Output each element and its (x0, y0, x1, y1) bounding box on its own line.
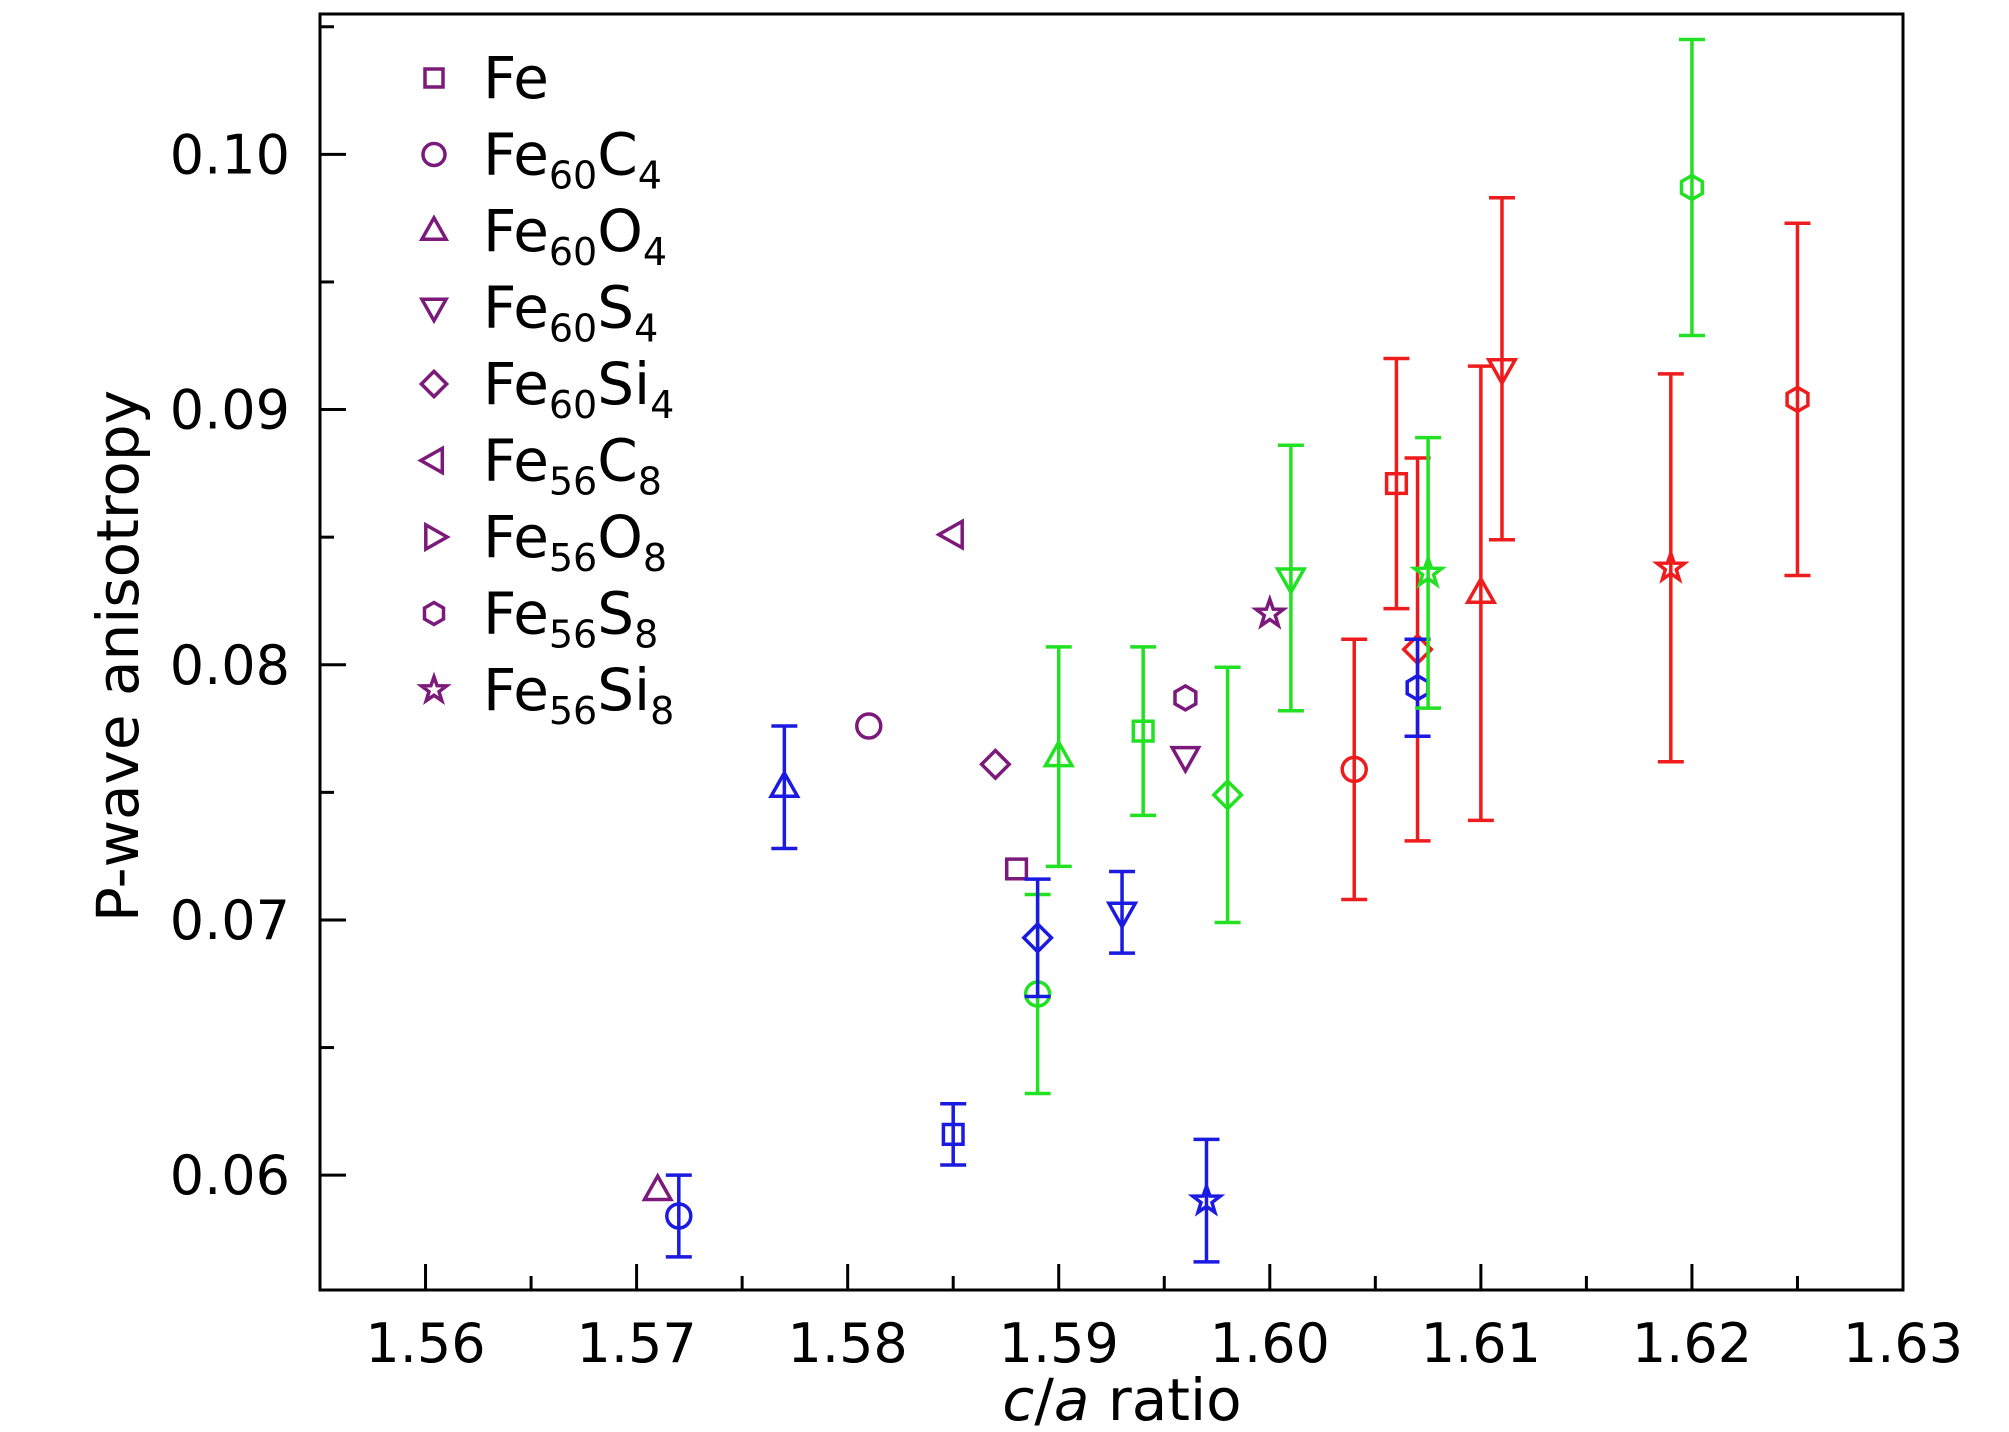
data-point-Fe60S4-red (1485, 357, 1519, 387)
data-point-Fe60S4-blue (1105, 901, 1139, 931)
legend-label: Fe56S8 (483, 580, 658, 657)
series-Fe60S4 (1105, 195, 1519, 955)
legend-label: Fe (483, 44, 549, 112)
data-point-Fe60C4-blue (665, 1202, 693, 1230)
data-point-Fe56S8-purple (1173, 683, 1198, 712)
y-tick-label: 0.06 (170, 1144, 290, 1207)
legend-marker (424, 521, 451, 553)
legend-label: Fe60O4 (483, 197, 667, 274)
x-axis-label: c/a ratio (1002, 1366, 1241, 1432)
legend-item-Fe: Fe (423, 44, 549, 112)
x-tick-label: 1.56 (365, 1312, 485, 1375)
x-tick-label: 1.59 (999, 1312, 1119, 1375)
data-point-Fe-red (1384, 471, 1409, 496)
series-Fe (940, 356, 1410, 1167)
legend-label: Fe56Si8 (483, 656, 674, 733)
legend-item-Fe60Si4: Fe60Si4 (418, 350, 674, 427)
legend-item-Fe56Si8: Fe56Si8 (416, 656, 674, 733)
series-Fe60O4 (641, 364, 1498, 1202)
y-tick-label: 0.08 (170, 634, 290, 697)
legend-marker (418, 297, 450, 325)
legend-item-Fe60C4: Fe60C4 (421, 121, 662, 198)
x-tick-label: 1.63 (1843, 1312, 1963, 1375)
legend-label: Fe60S4 (483, 274, 658, 351)
y-axis-label: P-wave anisotropy (84, 390, 152, 922)
legend-item-Fe60S4: Fe60S4 (418, 274, 658, 351)
axes: 1.56 1.57 1.58 1.59 1.60 1.61 1.62 1.63 0.06 0.07… (170, 12, 1963, 1375)
legend-item-Fe56C8: Fe56C8 (417, 427, 662, 504)
data-point-Fe56C8-purple (935, 518, 964, 551)
data-point-Fe60C4-red (1340, 755, 1368, 784)
legend-marker (423, 67, 445, 89)
y-tick-label: 0.07 (170, 889, 290, 952)
legend-item-Fe56O8: Fe56O8 (424, 503, 667, 580)
series-Fe60Si4 (979, 456, 1434, 999)
data-point-Fe60Si4-green (1211, 778, 1244, 812)
data-point-Fe60S4-green (1274, 567, 1308, 596)
data-point-Fe56Si8-green (1409, 553, 1447, 589)
data-point-Fe60S4-purple (1169, 745, 1202, 775)
legend-label: Fe60Si4 (483, 350, 674, 427)
data-point-Fe-green (1131, 719, 1155, 743)
series-Fe56Si8 (1187, 372, 1690, 1264)
x-tick-label: 1.62 (1632, 1312, 1752, 1375)
data-point-Fe60Si4-blue (1021, 921, 1054, 955)
legend-marker (422, 600, 446, 627)
legend-marker (418, 214, 450, 242)
series-Fe56S8 (1173, 37, 1811, 738)
data-point-Fe56Si8-purple (1251, 593, 1289, 630)
data-point-Fe-blue (941, 1122, 965, 1146)
x-tick-label: 1.58 (788, 1312, 908, 1375)
legend-label: Fe56C8 (483, 427, 662, 504)
data-point-Fe-purple (1004, 857, 1029, 881)
x-tick-label: 1.57 (576, 1312, 696, 1375)
legend-item-Fe60O4: Fe60O4 (418, 197, 667, 274)
data-point-Fe56Si8-blue (1187, 1181, 1226, 1217)
legend-marker (418, 368, 450, 400)
legend-marker (417, 445, 445, 476)
data-point-Fe56S8-red (1785, 385, 1810, 414)
plot-frame (318, 12, 1905, 1292)
legend-marker (421, 141, 447, 168)
y-tick-label: 0.09 (170, 379, 290, 442)
data-layer (641, 37, 1811, 1264)
data-point-Fe60C4-purple (855, 712, 883, 740)
series-Fe56C8 (935, 518, 964, 551)
data-point-Fe60O4-red (1464, 575, 1498, 605)
x-tick-label: 1.60 (1210, 1312, 1330, 1375)
legend-item-Fe56S8: Fe56S8 (422, 580, 658, 657)
y-tick-label: 0.10 (170, 123, 290, 186)
legend: FeFe60C4Fe60O4Fe60S4Fe60Si4Fe56C8Fe56O8F… (416, 44, 674, 733)
data-point-Fe60O4-blue (768, 769, 801, 799)
legend-marker (416, 671, 452, 706)
data-point-Fe60O4-purple (641, 1172, 674, 1202)
data-point-Fe56S8-green (1679, 173, 1705, 202)
data-point-Fe60Si4-purple (979, 748, 1012, 781)
legend-label: Fe56O8 (483, 503, 667, 580)
x-tick-label: 1.61 (1421, 1312, 1541, 1375)
data-point-Fe56Si8-red (1652, 548, 1690, 584)
series-Fe60C4 (665, 637, 1368, 1259)
data-point-Fe60O4-green (1042, 738, 1075, 768)
legend-label: Fe60C4 (483, 121, 662, 198)
